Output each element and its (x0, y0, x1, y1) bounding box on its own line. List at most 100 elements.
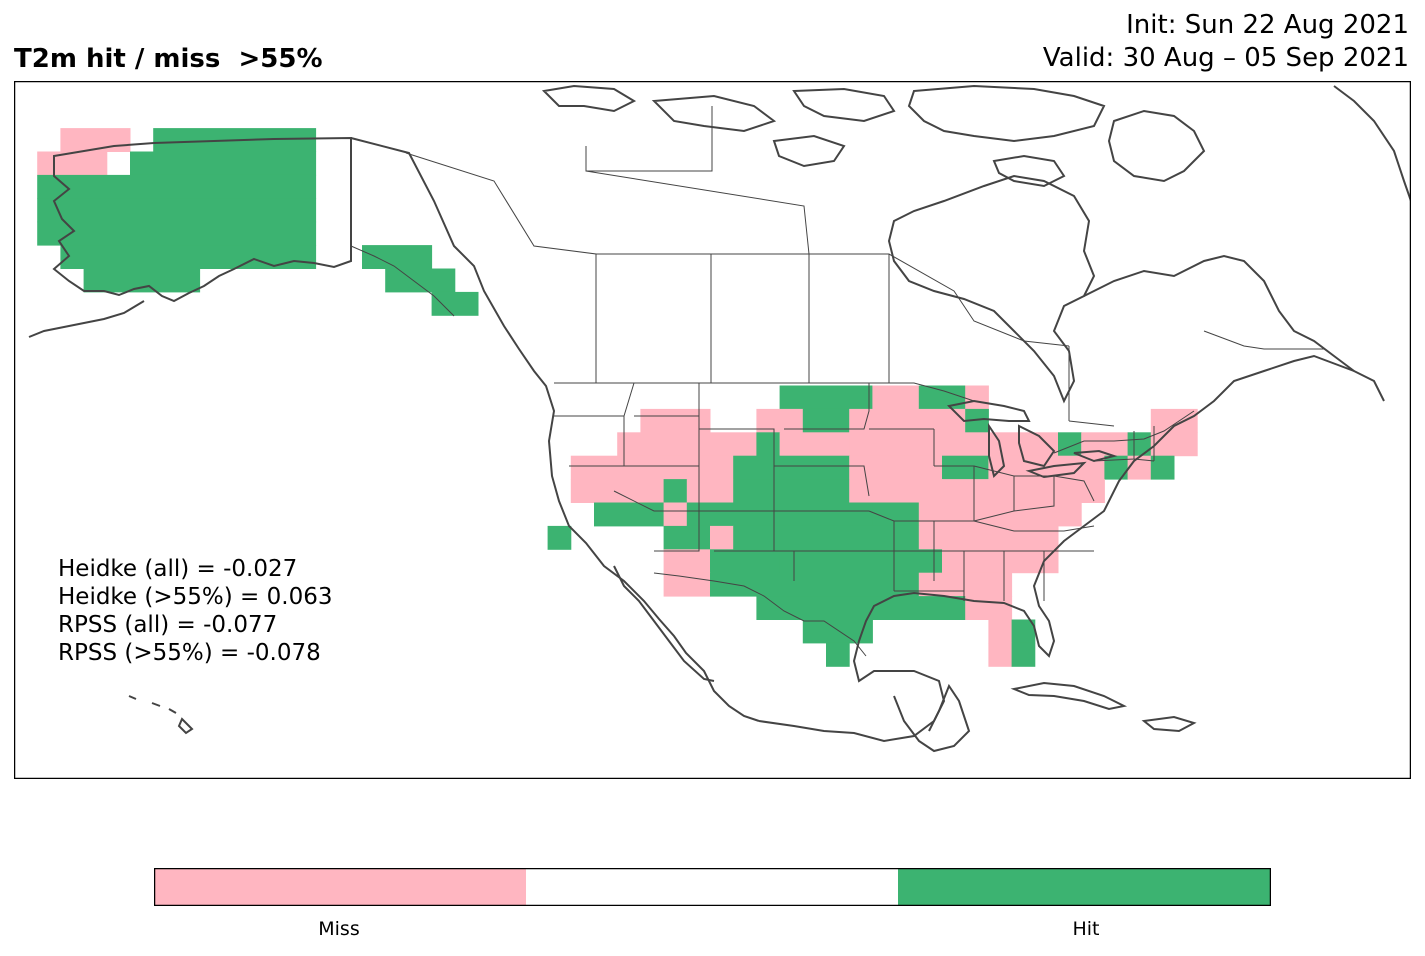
miss-cell (570, 455, 711, 480)
greenland-edge (1333, 85, 1411, 202)
baja (613, 565, 715, 682)
hit-cell (663, 525, 711, 550)
hit-cell (60, 245, 317, 269)
great-lakes-superior (946, 399, 1031, 423)
stat-rpss-55: RPSS (>55%) = -0.078 (58, 640, 321, 666)
hit-cell (733, 525, 781, 550)
miss-cell (1081, 432, 1129, 457)
hudson-bay (887, 174, 1096, 404)
miss-cell (37, 151, 108, 176)
legend-hit-label: Hit (1072, 918, 1100, 940)
stats-panel: Heidke (all) = -0.027 Heidke (>55%) = 0.… (58, 555, 332, 667)
hit-cell (756, 596, 943, 620)
map-title: T2m hit / miss >55% (14, 44, 323, 74)
hit-cell (802, 619, 873, 644)
hit-cell (710, 549, 781, 574)
miss-cell (710, 479, 734, 503)
hit-cell (37, 221, 317, 246)
miss-cell (942, 572, 1013, 597)
us-canada-border (554, 382, 1195, 454)
miss-cell (872, 385, 920, 410)
arctic-islands (541, 84, 1206, 188)
miss-cell (710, 455, 734, 480)
hit-cell (872, 502, 920, 527)
miss-cell (663, 549, 711, 574)
cuba (1010, 681, 1128, 711)
hit-cell (37, 198, 317, 223)
hit-cell (779, 525, 897, 550)
hit-cell (802, 408, 850, 433)
hit-cell (663, 479, 688, 503)
borders (350, 106, 1324, 657)
us-states (554, 382, 1155, 601)
miss-cell (617, 432, 757, 457)
hit-cell (130, 151, 317, 176)
hit-cell (594, 502, 665, 527)
miss-cell (849, 432, 1059, 457)
miss-cell (710, 525, 734, 550)
hit-cell (385, 268, 456, 293)
hawaii (128, 695, 194, 735)
miss-cell (942, 479, 1105, 503)
alaska-canada-border (350, 138, 455, 317)
miss-cell (849, 408, 966, 433)
miss-cell (918, 525, 1059, 550)
map-frame (14, 81, 1411, 779)
legend-miss-label: Miss (318, 918, 360, 940)
colorbar-hit (898, 868, 1271, 906)
hit-cell (83, 268, 201, 293)
hit-cell (779, 455, 850, 480)
hispaniola (1141, 715, 1197, 733)
hit-cell (779, 502, 873, 527)
miss-cell (663, 572, 711, 597)
colorbar-miss (154, 868, 526, 906)
hit-cell (733, 455, 781, 480)
alaska-coast (52, 136, 352, 303)
init-date: Init: Sun 22 Aug 2021 (1126, 10, 1409, 40)
us-mexico-border (653, 572, 867, 657)
hit-cell (965, 408, 989, 433)
miss-cell (849, 455, 943, 480)
west-coast (350, 137, 760, 722)
hit-cell (826, 642, 850, 667)
gulf-coast (758, 354, 1385, 743)
hit-cell (756, 432, 781, 457)
miss-cell (942, 549, 1059, 574)
stat-heidke-all: Heidke (all) = -0.027 (58, 556, 298, 582)
miss-cell (1150, 408, 1198, 433)
hit-cell (942, 455, 989, 480)
miss-cell (1150, 432, 1198, 457)
great-lakes-michigan (988, 422, 1006, 478)
valid-range: Valid: 30 Aug – 05 Sep 2021 (1042, 43, 1409, 73)
hit-cell (733, 479, 850, 503)
hit-cell (779, 385, 873, 410)
miss-cell (988, 619, 1013, 644)
hit-cell (1104, 455, 1129, 480)
miss-cell (640, 408, 711, 433)
map-svg (14, 81, 1411, 779)
hit-cell (710, 572, 920, 597)
map-panel (14, 81, 1411, 779)
hit-cell (431, 291, 479, 316)
hit-cell (1011, 619, 1036, 644)
hit-cell (686, 502, 781, 527)
colorbar-neutral (526, 868, 898, 906)
hit-cell (1058, 432, 1082, 457)
hit-cell (895, 549, 943, 574)
central-america (893, 683, 971, 753)
colorbar (154, 868, 1271, 906)
miss-cell (570, 479, 665, 503)
hit-cell (37, 174, 317, 199)
miss-cell (756, 408, 804, 433)
hit-cell (942, 596, 966, 620)
miss-cell (988, 642, 1013, 667)
hit-cell (1011, 642, 1036, 667)
stat-rpss-all: RPSS (all) = -0.077 (58, 612, 278, 638)
hit-cell (895, 525, 920, 550)
stat-heidke-55: Heidke (>55%) = 0.063 (58, 584, 333, 610)
miss-cell (849, 479, 943, 503)
hit-cell (547, 525, 572, 550)
labrador-coast (1083, 254, 1355, 372)
great-lakes-ontario (1073, 449, 1118, 463)
hit-cell (918, 385, 966, 410)
